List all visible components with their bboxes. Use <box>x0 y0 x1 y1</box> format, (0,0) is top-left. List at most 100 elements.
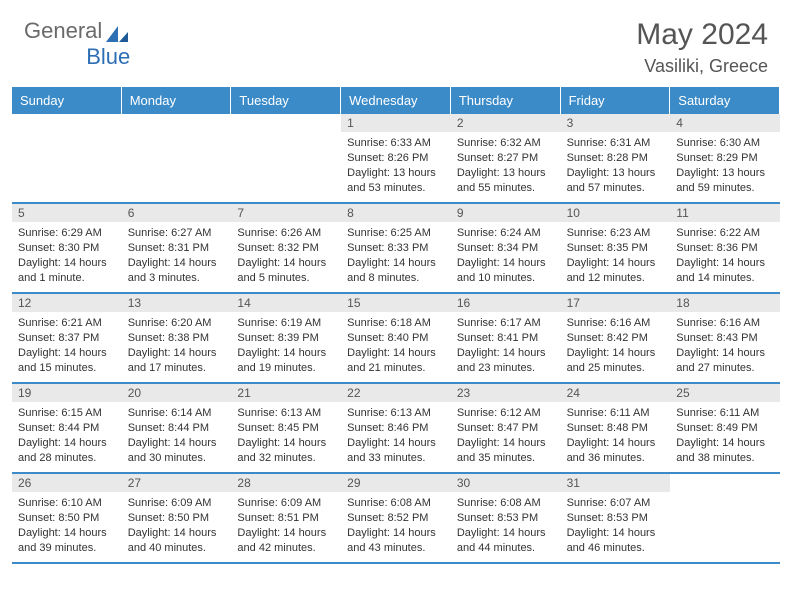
sunrise-text: Sunrise: 6:13 AM <box>237 406 335 421</box>
dow-header: Thursday <box>451 87 561 114</box>
day-cell: 31Sunrise: 6:07 AMSunset: 8:53 PMDayligh… <box>561 474 671 564</box>
day-details: Sunrise: 6:08 AMSunset: 8:53 PMDaylight:… <box>451 492 561 561</box>
sunset-text: Sunset: 8:50 PM <box>128 511 226 526</box>
sunrise-text: Sunrise: 6:25 AM <box>347 226 445 241</box>
sunset-text: Sunset: 8:30 PM <box>18 241 116 256</box>
daylight-text: Daylight: 14 hours and 23 minutes. <box>457 346 555 376</box>
day-number: 17 <box>561 294 671 312</box>
day-cell: 12Sunrise: 6:21 AMSunset: 8:37 PMDayligh… <box>12 294 122 384</box>
sunrise-text: Sunrise: 6:24 AM <box>457 226 555 241</box>
sunset-text: Sunset: 8:31 PM <box>128 241 226 256</box>
daylight-text: Daylight: 14 hours and 10 minutes. <box>457 256 555 286</box>
sunrise-text: Sunrise: 6:11 AM <box>676 406 774 421</box>
day-number <box>670 474 780 492</box>
day-details: Sunrise: 6:17 AMSunset: 8:41 PMDaylight:… <box>451 312 561 381</box>
sunrise-text: Sunrise: 6:27 AM <box>128 226 226 241</box>
day-details: Sunrise: 6:22 AMSunset: 8:36 PMDaylight:… <box>670 222 780 291</box>
day-number: 11 <box>670 204 780 222</box>
day-number: 27 <box>122 474 232 492</box>
day-details: Sunrise: 6:16 AMSunset: 8:42 PMDaylight:… <box>561 312 671 381</box>
sunrise-text: Sunrise: 6:08 AM <box>457 496 555 511</box>
day-number: 7 <box>231 204 341 222</box>
day-details: Sunrise: 6:09 AMSunset: 8:51 PMDaylight:… <box>231 492 341 561</box>
sunrise-text: Sunrise: 6:16 AM <box>567 316 665 331</box>
day-number: 16 <box>451 294 561 312</box>
daylight-text: Daylight: 14 hours and 3 minutes. <box>128 256 226 286</box>
day-cell: 14Sunrise: 6:19 AMSunset: 8:39 PMDayligh… <box>231 294 341 384</box>
daylight-text: Daylight: 14 hours and 30 minutes. <box>128 436 226 466</box>
day-number <box>12 114 122 132</box>
title-block: May 2024 Vasiliki, Greece <box>636 18 768 77</box>
day-number: 19 <box>12 384 122 402</box>
day-details: Sunrise: 6:30 AMSunset: 8:29 PMDaylight:… <box>670 132 780 201</box>
day-cell <box>122 114 232 204</box>
daylight-text: Daylight: 14 hours and 44 minutes. <box>457 526 555 556</box>
day-number: 2 <box>451 114 561 132</box>
daylight-text: Daylight: 14 hours and 15 minutes. <box>18 346 116 376</box>
day-cell: 1Sunrise: 6:33 AMSunset: 8:26 PMDaylight… <box>341 114 451 204</box>
day-details: Sunrise: 6:11 AMSunset: 8:49 PMDaylight:… <box>670 402 780 471</box>
day-cell: 26Sunrise: 6:10 AMSunset: 8:50 PMDayligh… <box>12 474 122 564</box>
day-number: 15 <box>341 294 451 312</box>
sunset-text: Sunset: 8:44 PM <box>128 421 226 436</box>
daylight-text: Daylight: 14 hours and 28 minutes. <box>18 436 116 466</box>
sunset-text: Sunset: 8:43 PM <box>676 331 774 346</box>
day-cell <box>670 474 780 564</box>
day-number: 30 <box>451 474 561 492</box>
day-number: 18 <box>670 294 780 312</box>
sunrise-text: Sunrise: 6:10 AM <box>18 496 116 511</box>
sunset-text: Sunset: 8:42 PM <box>567 331 665 346</box>
day-cell: 21Sunrise: 6:13 AMSunset: 8:45 PMDayligh… <box>231 384 341 474</box>
sunset-text: Sunset: 8:52 PM <box>347 511 445 526</box>
day-details: Sunrise: 6:25 AMSunset: 8:33 PMDaylight:… <box>341 222 451 291</box>
daylight-text: Daylight: 14 hours and 40 minutes. <box>128 526 226 556</box>
daylight-text: Daylight: 14 hours and 12 minutes. <box>567 256 665 286</box>
sunset-text: Sunset: 8:39 PM <box>237 331 335 346</box>
daylight-text: Daylight: 14 hours and 39 minutes. <box>18 526 116 556</box>
day-cell: 15Sunrise: 6:18 AMSunset: 8:40 PMDayligh… <box>341 294 451 384</box>
day-cell: 7Sunrise: 6:26 AMSunset: 8:32 PMDaylight… <box>231 204 341 294</box>
sunrise-text: Sunrise: 6:32 AM <box>457 136 555 151</box>
day-number: 8 <box>341 204 451 222</box>
sunset-text: Sunset: 8:33 PM <box>347 241 445 256</box>
sunrise-text: Sunrise: 6:18 AM <box>347 316 445 331</box>
sunrise-text: Sunrise: 6:14 AM <box>128 406 226 421</box>
day-details: Sunrise: 6:20 AMSunset: 8:38 PMDaylight:… <box>122 312 232 381</box>
sunrise-text: Sunrise: 6:31 AM <box>567 136 665 151</box>
day-cell: 30Sunrise: 6:08 AMSunset: 8:53 PMDayligh… <box>451 474 561 564</box>
daylight-text: Daylight: 14 hours and 8 minutes. <box>347 256 445 286</box>
day-details: Sunrise: 6:32 AMSunset: 8:27 PMDaylight:… <box>451 132 561 201</box>
day-number: 31 <box>561 474 671 492</box>
day-number: 13 <box>122 294 232 312</box>
daylight-text: Daylight: 14 hours and 14 minutes. <box>676 256 774 286</box>
sunrise-text: Sunrise: 6:29 AM <box>18 226 116 241</box>
sunset-text: Sunset: 8:47 PM <box>457 421 555 436</box>
header: GeneralBlue May 2024 Vasiliki, Greece <box>0 0 792 87</box>
day-number: 12 <box>12 294 122 312</box>
day-number: 6 <box>122 204 232 222</box>
day-details: Sunrise: 6:13 AMSunset: 8:46 PMDaylight:… <box>341 402 451 471</box>
dow-header: Sunday <box>12 87 122 114</box>
day-number: 29 <box>341 474 451 492</box>
day-cell: 2Sunrise: 6:32 AMSunset: 8:27 PMDaylight… <box>451 114 561 204</box>
sunrise-text: Sunrise: 6:15 AM <box>18 406 116 421</box>
sunset-text: Sunset: 8:37 PM <box>18 331 116 346</box>
day-number: 10 <box>561 204 671 222</box>
dow-header: Saturday <box>670 87 780 114</box>
daylight-text: Daylight: 14 hours and 42 minutes. <box>237 526 335 556</box>
daylight-text: Daylight: 14 hours and 27 minutes. <box>676 346 774 376</box>
sunrise-text: Sunrise: 6:30 AM <box>676 136 774 151</box>
day-details: Sunrise: 6:27 AMSunset: 8:31 PMDaylight:… <box>122 222 232 291</box>
sunset-text: Sunset: 8:49 PM <box>676 421 774 436</box>
sunrise-text: Sunrise: 6:16 AM <box>676 316 774 331</box>
daylight-text: Daylight: 14 hours and 32 minutes. <box>237 436 335 466</box>
sunrise-text: Sunrise: 6:07 AM <box>567 496 665 511</box>
sunrise-text: Sunrise: 6:33 AM <box>347 136 445 151</box>
day-number: 14 <box>231 294 341 312</box>
day-details: Sunrise: 6:09 AMSunset: 8:50 PMDaylight:… <box>122 492 232 561</box>
daylight-text: Daylight: 14 hours and 1 minute. <box>18 256 116 286</box>
daylight-text: Daylight: 13 hours and 53 minutes. <box>347 166 445 196</box>
logo-sail-icon <box>104 24 130 44</box>
daylight-text: Daylight: 14 hours and 38 minutes. <box>676 436 774 466</box>
day-details: Sunrise: 6:16 AMSunset: 8:43 PMDaylight:… <box>670 312 780 381</box>
